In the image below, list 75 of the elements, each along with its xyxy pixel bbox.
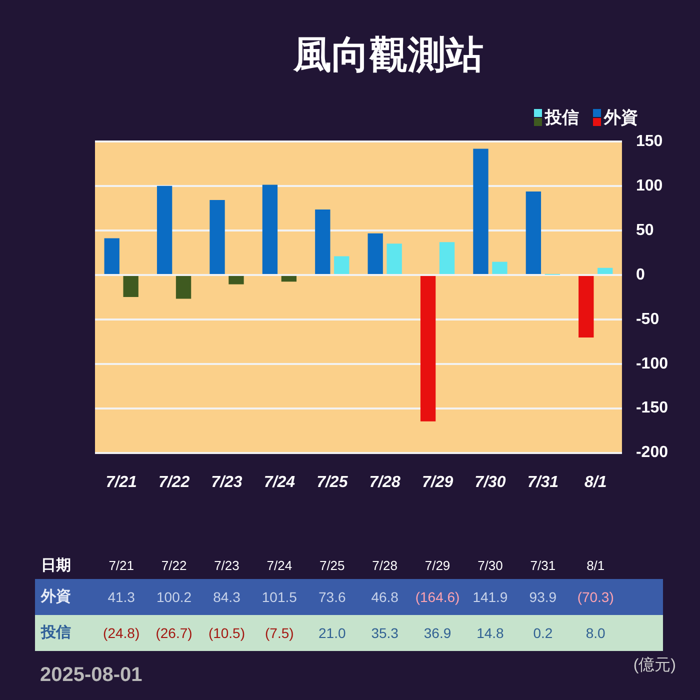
x-axis-title: 日期 — [41, 557, 71, 574]
legend-label: 投信 — [545, 107, 579, 129]
x-tick-label: 7/21 — [106, 474, 138, 491]
data-label: 101.5 — [262, 589, 297, 605]
category-label: 7/29 — [424, 558, 450, 573]
y-tick-label: -50 — [636, 310, 660, 328]
bar — [492, 262, 508, 274]
data-label: (24.8) — [103, 625, 140, 641]
bar — [420, 276, 436, 422]
bar — [315, 210, 330, 274]
chart-title: 風向觀測站 — [292, 34, 484, 76]
data-label: 0.2 — [533, 625, 553, 641]
data-label: 73.6 — [318, 589, 346, 605]
data-label: 93.9 — [529, 589, 557, 605]
data-label: 46.8 — [371, 589, 398, 605]
text: 2025-08-01 — [40, 664, 142, 687]
text: 投信 — [41, 624, 71, 641]
bar — [156, 186, 172, 274]
bar — [598, 268, 613, 274]
bar — [334, 256, 350, 274]
x-tick-label: 8/1 — [584, 474, 607, 491]
category-label: 7/21 — [108, 558, 134, 573]
data-label: (164.6) — [415, 589, 460, 605]
x-tick-label: 7/28 — [369, 474, 401, 491]
category-label: 7/22 — [161, 558, 187, 573]
category-label: 7/31 — [530, 558, 556, 573]
bar — [104, 238, 120, 274]
text: 外資 — [41, 588, 71, 605]
bar — [176, 276, 192, 299]
data-label: 141.9 — [472, 589, 508, 605]
data-label: (70.3) — [577, 589, 614, 605]
x-tick-label: 7/24 — [264, 474, 296, 491]
x-tick-label: 7/25 — [316, 474, 349, 491]
y-tick-label: -100 — [636, 355, 668, 372]
data-label: 8.0 — [586, 625, 606, 641]
bar — [473, 148, 488, 274]
data-label: 36.9 — [424, 625, 452, 641]
data-label: 21.0 — [318, 625, 346, 641]
bar — [262, 184, 278, 274]
x-tick-label: 7/31 — [527, 474, 559, 491]
text: (億元) — [633, 656, 676, 676]
y-tick-label: 100 — [636, 177, 663, 194]
bar — [578, 276, 594, 338]
y-tick-label: -150 — [636, 400, 668, 417]
bar — [228, 276, 244, 284]
y-tick-label: -200 — [636, 444, 668, 462]
bar — [210, 200, 225, 274]
bar — [526, 191, 542, 274]
category-label: 7/23 — [214, 558, 240, 573]
bar — [386, 244, 402, 274]
data-label: 41.3 — [108, 589, 135, 605]
x-tick-label: 7/22 — [158, 474, 190, 491]
category-label: 7/25 — [319, 558, 345, 573]
bar — [368, 233, 383, 274]
legend-label: 外資 — [604, 107, 638, 129]
data-label: (10.5) — [208, 625, 246, 641]
data-label: 100.2 — [156, 589, 192, 605]
data-label: (7.5) — [265, 625, 294, 641]
x-tick-label: 7/30 — [474, 474, 506, 491]
bar — [439, 242, 455, 274]
category-label: 8/1 — [586, 558, 605, 573]
data-label: (26.7) — [156, 625, 192, 641]
x-tick-label: 7/23 — [211, 474, 242, 491]
data-label: 35.3 — [371, 625, 398, 641]
category-label: 7/24 — [266, 558, 292, 573]
data-label: 84.3 — [213, 589, 240, 605]
y-tick-label: 150 — [636, 133, 663, 150]
bar — [281, 276, 297, 282]
category-label: 7/30 — [478, 558, 503, 573]
y-tick-label: 50 — [636, 222, 654, 239]
bar — [123, 276, 138, 298]
data-label: 14.8 — [476, 625, 504, 641]
y-tick-label: 0 — [636, 266, 645, 284]
category-label: 7/28 — [372, 558, 398, 573]
x-tick-label: 7/29 — [422, 474, 454, 491]
